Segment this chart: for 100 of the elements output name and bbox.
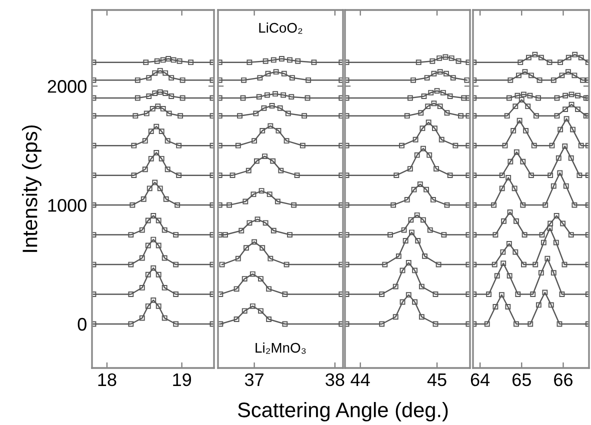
point bbox=[421, 94, 427, 99]
point bbox=[150, 236, 156, 242]
point bbox=[464, 77, 470, 83]
point bbox=[432, 126, 438, 132]
point bbox=[156, 272, 162, 278]
point bbox=[532, 52, 538, 58]
point bbox=[458, 113, 464, 119]
point bbox=[542, 290, 548, 296]
point bbox=[566, 69, 571, 75]
point bbox=[444, 70, 449, 76]
point bbox=[466, 262, 470, 268]
point bbox=[250, 271, 256, 277]
point bbox=[466, 60, 470, 66]
point bbox=[450, 75, 456, 80]
point bbox=[241, 77, 247, 83]
point bbox=[437, 69, 443, 75]
point bbox=[338, 232, 343, 238]
point bbox=[538, 54, 544, 60]
point bbox=[145, 303, 151, 309]
point bbox=[246, 168, 252, 174]
point bbox=[219, 262, 225, 268]
point bbox=[554, 95, 560, 101]
point bbox=[244, 245, 249, 251]
point bbox=[152, 70, 158, 76]
point bbox=[442, 54, 448, 60]
point bbox=[412, 299, 418, 305]
point bbox=[338, 77, 343, 83]
point bbox=[515, 292, 521, 297]
point bbox=[562, 143, 568, 149]
point bbox=[246, 60, 252, 66]
point bbox=[210, 202, 214, 208]
point bbox=[426, 120, 432, 126]
point bbox=[280, 92, 286, 98]
point bbox=[568, 232, 574, 238]
point bbox=[506, 273, 512, 279]
point bbox=[456, 58, 462, 64]
point bbox=[139, 255, 145, 261]
point bbox=[420, 217, 426, 223]
point bbox=[512, 249, 518, 255]
point bbox=[92, 142, 96, 148]
x-tick-label: 37 bbox=[244, 373, 264, 386]
point bbox=[131, 172, 137, 178]
point bbox=[270, 228, 276, 234]
point bbox=[142, 138, 148, 144]
point bbox=[282, 321, 288, 327]
point bbox=[218, 113, 222, 119]
point bbox=[284, 138, 290, 144]
point bbox=[218, 232, 222, 238]
point bbox=[533, 113, 539, 119]
point bbox=[289, 75, 295, 80]
point bbox=[518, 60, 524, 66]
point bbox=[218, 202, 222, 208]
point bbox=[157, 89, 163, 95]
point bbox=[148, 156, 154, 162]
point bbox=[345, 292, 350, 297]
point bbox=[434, 88, 440, 94]
point bbox=[268, 123, 274, 129]
point bbox=[176, 58, 182, 64]
point bbox=[548, 302, 554, 308]
point bbox=[218, 172, 222, 178]
point bbox=[500, 260, 506, 266]
point bbox=[575, 92, 580, 98]
point bbox=[422, 253, 428, 259]
point bbox=[276, 128, 282, 134]
point bbox=[522, 69, 528, 75]
point bbox=[402, 238, 408, 244]
point bbox=[306, 77, 312, 83]
point bbox=[295, 58, 301, 64]
point bbox=[162, 90, 168, 96]
point bbox=[148, 128, 154, 134]
point bbox=[160, 57, 166, 63]
point bbox=[128, 262, 134, 268]
point bbox=[452, 142, 458, 148]
point bbox=[420, 126, 426, 132]
point bbox=[404, 113, 410, 119]
point bbox=[521, 262, 526, 268]
point bbox=[466, 232, 470, 238]
point bbox=[338, 95, 343, 101]
point bbox=[416, 60, 422, 66]
point bbox=[514, 321, 519, 327]
point bbox=[550, 77, 556, 83]
point bbox=[415, 238, 421, 244]
point bbox=[294, 172, 300, 178]
point bbox=[210, 77, 214, 83]
point bbox=[401, 227, 407, 233]
point bbox=[139, 227, 145, 233]
x-tick-label: 44 bbox=[350, 374, 370, 386]
point bbox=[210, 142, 214, 148]
point bbox=[262, 154, 268, 159]
point bbox=[146, 94, 152, 99]
point bbox=[273, 69, 279, 75]
point bbox=[265, 70, 271, 76]
point bbox=[345, 95, 350, 101]
point bbox=[152, 90, 158, 96]
point bbox=[379, 292, 385, 297]
point bbox=[145, 272, 151, 278]
point bbox=[210, 262, 214, 268]
point bbox=[516, 72, 522, 78]
point bbox=[576, 172, 582, 178]
point bbox=[281, 70, 287, 76]
